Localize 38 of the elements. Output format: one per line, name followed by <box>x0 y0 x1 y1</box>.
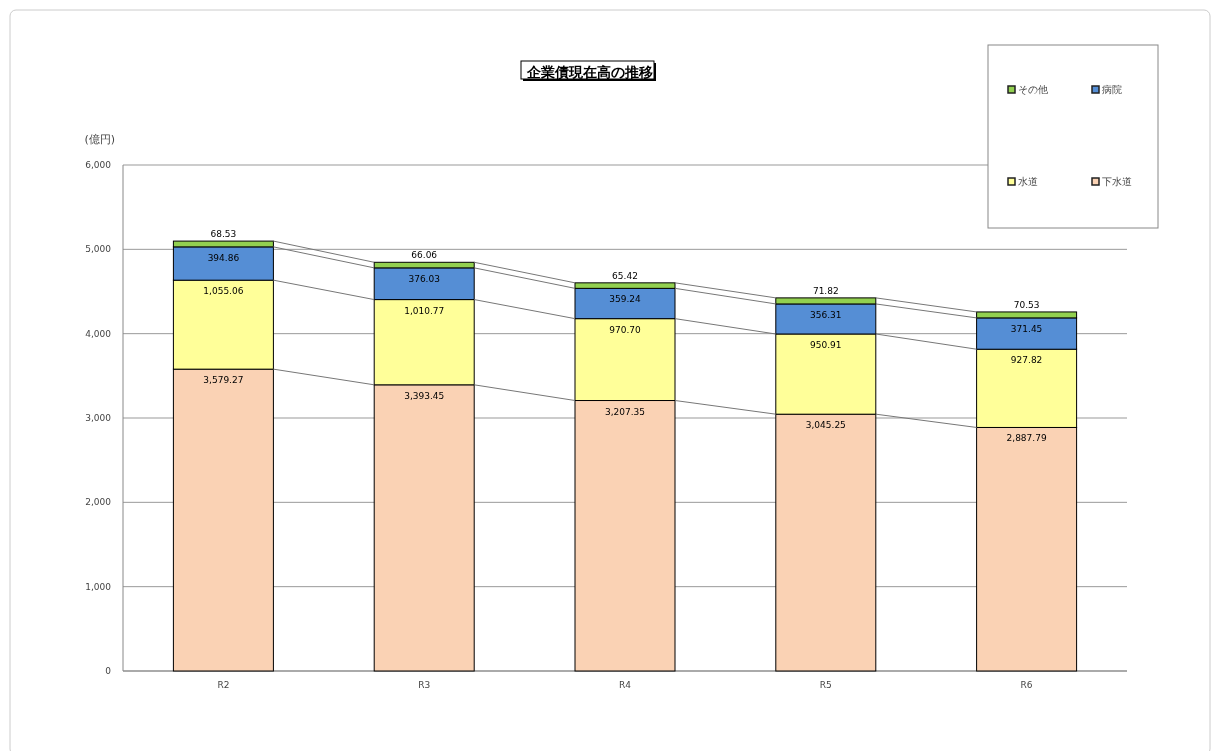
data-label: 359.24 <box>609 294 642 305</box>
legend-label: 下水道 <box>1102 176 1132 187</box>
data-label: 3,579.27 <box>203 375 244 386</box>
data-label: 3,393.45 <box>404 390 445 401</box>
y-tick-label: 0 <box>105 666 112 676</box>
data-label: 68.53 <box>210 229 237 240</box>
data-label: 950.91 <box>810 339 842 350</box>
y-tick-label: 6,000 <box>85 160 112 170</box>
y-axis-title: (億円) <box>84 133 115 146</box>
y-tick-label: 4,000 <box>85 328 112 339</box>
legend-label: 病院 <box>1102 84 1122 95</box>
data-label: 1,055.06 <box>203 286 244 297</box>
y-tick-label: 3,000 <box>85 413 112 423</box>
data-label: 1,010.77 <box>404 305 445 316</box>
data-label: 356.31 <box>810 309 842 320</box>
x-tick-label: R2 <box>217 680 230 690</box>
data-label: 970.70 <box>609 324 642 335</box>
x-tick-label: R5 <box>819 680 832 690</box>
x-tick-label: R3 <box>418 680 431 690</box>
data-label: 65.42 <box>612 270 638 281</box>
y-tick-label: 2,000 <box>85 497 112 508</box>
data-label: 371.45 <box>1010 323 1043 334</box>
data-label: 70.53 <box>1013 299 1040 310</box>
data-label: 3,207.35 <box>604 406 646 417</box>
data-label: 66.06 <box>411 250 438 261</box>
data-label: 376.03 <box>408 273 440 284</box>
data-label: 394.86 <box>207 252 240 263</box>
y-tick-label: 1,000 <box>85 581 112 592</box>
x-tick-label: R6 <box>1020 680 1033 690</box>
data-label: 3,045.25 <box>805 420 846 431</box>
data-label: 927.82 <box>1010 355 1043 366</box>
data-label: 2,887.79 <box>1006 433 1047 444</box>
legend-label: 水道 <box>1018 176 1038 187</box>
legend-label: その他 <box>1018 84 1048 95</box>
x-tick-label: R4 <box>619 680 632 690</box>
data-label: 71.82 <box>812 285 839 296</box>
y-tick-label: 5,000 <box>85 244 112 255</box>
chart-title: 企業債現在高の推移 <box>526 64 653 80</box>
